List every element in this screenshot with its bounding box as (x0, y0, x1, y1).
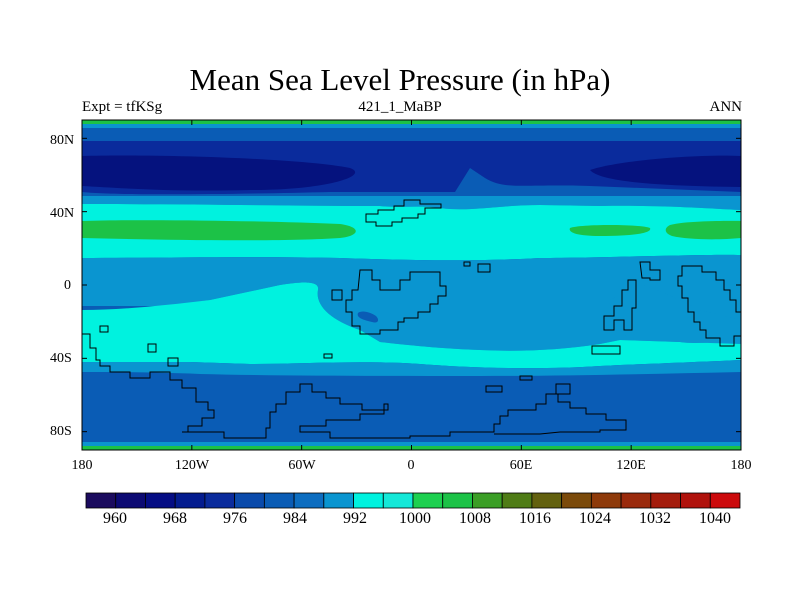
band-south-cap-inner (82, 442, 741, 446)
coast-outline-14 (167, 357, 179, 367)
coast-outline-16 (485, 385, 503, 393)
period-label: 421_1_MaBP (358, 99, 442, 115)
coast-outline-8 (677, 265, 741, 347)
x-tick-label: 120W (174, 458, 210, 473)
colorbar-swatch (561, 492, 592, 509)
band-north-cap-inner (82, 124, 741, 128)
coast-outline-2 (463, 261, 471, 267)
y-tick-label: 80N (50, 133, 75, 148)
tick-marks (81, 120, 742, 450)
colorbar-label: 1040 (699, 510, 731, 527)
x-tick-label: 120E (616, 458, 646, 473)
band-subtropical-high-cell-west (82, 220, 356, 241)
colorbar-label: 960 (103, 510, 127, 527)
colorbar-swatch (650, 492, 681, 509)
colorbar-swatch (590, 492, 622, 509)
coast-outline-5 (331, 289, 343, 301)
colorbar-swatch (323, 492, 354, 509)
colorbar-label: 976 (223, 510, 247, 527)
colorbar-swatch (293, 492, 325, 509)
colorbar-swatch (442, 492, 473, 509)
coast-outline-18 (555, 383, 571, 395)
band-equatorial-trough (82, 254, 741, 351)
colorbar-swatch (234, 492, 265, 509)
colorbar-swatch (85, 492, 117, 509)
colorbar-swatch (382, 492, 414, 509)
y-tick-label: 40S (50, 351, 72, 366)
colorbar-swatch (353, 492, 384, 509)
chart-title: Mean Sea Level Pressure (in hPa) (189, 62, 611, 97)
coast-outline-7 (639, 261, 661, 281)
band-north-low-core-east (590, 155, 741, 187)
colorbar-swatch (115, 492, 146, 509)
coast-outline-15 (182, 383, 627, 439)
colorbar-swatch (204, 492, 236, 509)
x-tick-label: 60E (509, 458, 533, 473)
contour-fields (82, 120, 741, 450)
colorbar-swatch (531, 492, 563, 509)
coast-outline-6 (323, 353, 333, 359)
colorbar-swatch (174, 492, 206, 509)
colorbar-label: 1016 (519, 510, 551, 527)
coast-outline-9 (603, 279, 637, 331)
coast-outline-11 (82, 333, 215, 433)
x-tick-label: 180 (730, 458, 752, 473)
band-tropical-blob (357, 311, 379, 323)
band-east-bay (609, 284, 741, 344)
coast-outline-1 (365, 199, 442, 227)
y-tick-label: 0 (64, 278, 71, 293)
colorbar-swatch (412, 492, 444, 509)
coast-outline-17 (519, 375, 533, 381)
x-tick-label: 0 (407, 458, 415, 473)
coast-outline-10 (591, 345, 621, 355)
x-tick-label: 60W (288, 458, 316, 473)
x-tick-label: 180 (71, 458, 93, 473)
colorbar-swatch (620, 492, 652, 509)
band-north-low-core-west (82, 155, 356, 191)
colorbar-label: 1032 (639, 510, 671, 527)
season-label: ANN (709, 99, 743, 115)
colorbar-swatch (709, 492, 741, 509)
coast-outline-12 (99, 325, 109, 333)
colorbar-label: 1008 (459, 510, 491, 527)
coast-outline-13 (147, 343, 157, 353)
colorbar (85, 492, 741, 509)
colorbar-swatch (472, 492, 503, 509)
band-southern-subtropics (82, 360, 741, 376)
band-subtropical-high-cell-east1 (569, 225, 651, 236)
colorbar-label: 968 (163, 510, 187, 527)
coastlines (82, 199, 741, 439)
coast-outline-4 (345, 269, 447, 335)
experiment-label: Expt = tfKSg (82, 99, 163, 115)
colorbar-swatch (263, 492, 295, 509)
colorbar-label: 992 (343, 510, 367, 527)
band-subtropical-high-cell-east2 (665, 220, 741, 240)
colorbar-label: 1024 (579, 510, 611, 527)
y-tick-label: 40N (50, 206, 75, 221)
colorbar-swatch (145, 492, 176, 509)
colorbar-label: 984 (283, 510, 307, 527)
colorbar-swatch (501, 492, 533, 509)
band-mid-north (82, 196, 741, 210)
coast-outline-3 (477, 263, 491, 273)
band-tropical-tongue (82, 282, 741, 369)
colorbar-swatch (680, 492, 711, 509)
y-tick-label: 80S (50, 424, 72, 439)
colorbar-label: 1000 (399, 510, 431, 527)
band-subtropical-high (82, 204, 741, 261)
